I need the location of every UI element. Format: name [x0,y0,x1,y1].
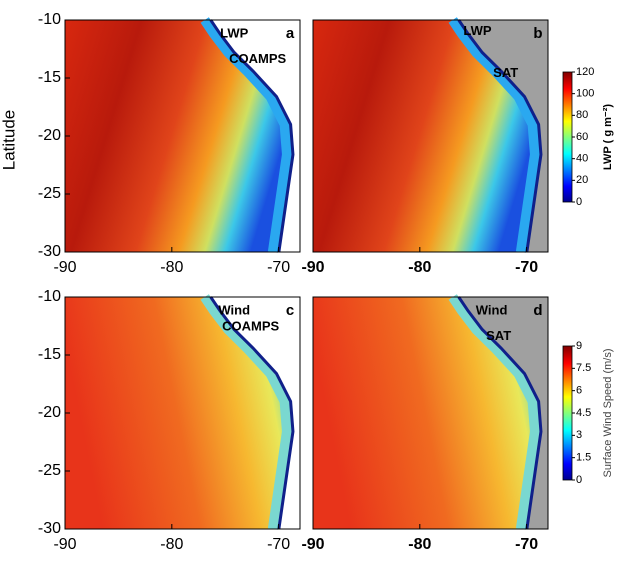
land [210,297,300,529]
x-tick-label: -70 [515,259,538,276]
land [458,20,548,252]
x-tick-label: -90 [301,259,324,276]
x-tick-label: -90 [53,536,76,553]
x-tick-label: -80 [160,536,183,553]
colorbar-tick-label: 120 [576,66,594,78]
colorbar-tick-label: 20 [576,174,588,186]
x-tick-label: -90 [301,536,324,553]
panel-label: COAMPS [229,51,286,66]
x-tick-label: -80 [160,259,183,276]
colorbar-tick-label: 4.5 [576,407,591,419]
land [458,297,548,529]
panel-frame [312,296,549,530]
coastline [457,19,543,253]
colorbar-tick-label: 60 [576,131,588,143]
y-tick-label: -25 [38,185,61,202]
colorbar-label: Surface Wind Speed (m/s) [602,349,614,478]
coast-band [200,294,292,530]
y-tick-label: -25 [38,462,61,479]
y-tick-label: -20 [38,404,61,421]
colorbar-tick-label: 1.5 [576,452,591,464]
coast-band [448,17,540,253]
x-tick-label: -80 [408,259,431,276]
colorbar-tick-label: 7.5 [576,362,591,374]
coastline [209,296,295,530]
panel-label: LWP [463,23,491,38]
panel-letter: a [286,25,295,42]
panel-label: Wind [218,302,250,317]
panel-label: SAT [486,328,511,343]
colorbar-tick-label: 100 [576,88,594,100]
y-tick-label: -30 [38,520,61,537]
coastline [209,19,295,253]
colorbar-tick-label: 9 [576,340,582,352]
y-tick-label: -10 [38,11,61,28]
x-tick-label: -70 [267,259,290,276]
x-tick-label: -70 [515,536,538,553]
panel-label: Wind [476,302,508,317]
colorbar-tick-label: 3 [576,429,582,441]
panel-letter: b [533,25,542,42]
panel-frame [312,19,549,253]
y-tick-label: -20 [38,127,61,144]
coast-band [200,17,292,253]
coastline [457,296,543,530]
x-tick-label: -90 [53,259,76,276]
panel-letter: d [533,302,542,319]
colorbar-tick-label: 0 [576,474,582,486]
panel-label: COAMPS [222,319,279,334]
x-tick-label: -80 [408,536,431,553]
panel-letter: c [286,302,294,319]
y-tick-label: -15 [38,69,61,86]
colorbar-label: LWP ( g m⁻²) [602,104,614,170]
land [210,20,300,252]
colorbar [562,71,573,203]
y-axis-label: Latitude [0,110,18,171]
x-tick-label: -70 [267,536,290,553]
panel-label: SAT [493,65,518,80]
y-tick-label: -10 [38,288,61,305]
y-tick-label: -30 [38,243,61,260]
panel-label: LWP [220,25,248,40]
colorbar-tick-label: 0 [576,196,582,208]
colorbar [562,345,573,481]
colorbar-tick-label: 80 [576,109,588,121]
colorbar-tick-label: 6 [576,385,582,397]
colorbar-tick-label: 40 [576,153,588,165]
coast-band [448,294,540,530]
y-tick-label: -15 [38,346,61,363]
